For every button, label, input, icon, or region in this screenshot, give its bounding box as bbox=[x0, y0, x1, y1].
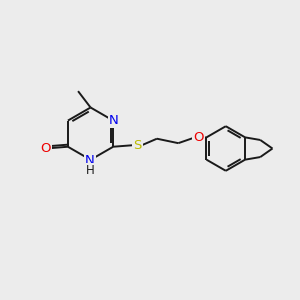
Text: O: O bbox=[40, 142, 51, 155]
Text: H: H bbox=[85, 164, 94, 177]
Text: N: N bbox=[109, 114, 118, 127]
Text: N: N bbox=[85, 154, 95, 167]
Text: S: S bbox=[134, 139, 142, 152]
Text: O: O bbox=[193, 131, 203, 144]
